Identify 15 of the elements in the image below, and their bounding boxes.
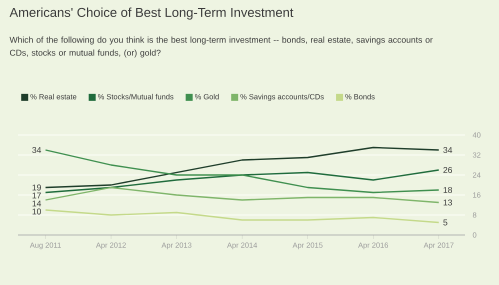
data-label: 34 xyxy=(443,147,452,153)
data-label: 10 xyxy=(32,208,41,214)
data-label: 18 xyxy=(444,187,452,193)
data-label: 5 xyxy=(443,220,448,226)
data-label: 14 xyxy=(32,200,42,206)
line-series xyxy=(44,209,440,224)
data-label: 26 xyxy=(443,167,452,173)
line-series xyxy=(44,169,440,194)
line-series xyxy=(44,186,440,204)
data-label: 34 xyxy=(32,147,42,153)
chart-subtitle: Which of the following do you think is the best long-term investment -- bonds, real estate, savings accounts or CDs, stocks or mutual funds, (or) gold? xyxy=(10,36,433,58)
data-label: 13 xyxy=(444,200,452,206)
chart-title: Americans' Choice of Best Long-Term Investment xyxy=(10,8,294,20)
data-label: 19 xyxy=(32,184,41,190)
data-label: 17 xyxy=(32,192,41,198)
